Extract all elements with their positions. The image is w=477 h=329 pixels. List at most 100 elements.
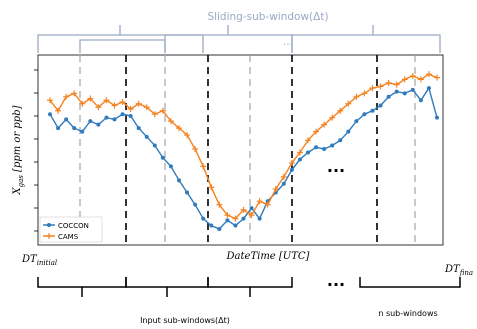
coccon-point (306, 150, 310, 155)
coccon-point (88, 119, 93, 124)
cams-point (345, 100, 352, 107)
coccon-point (120, 112, 125, 117)
cams-point (200, 163, 207, 170)
coccon-point (128, 113, 133, 118)
cams-point (288, 159, 295, 166)
legend-cams-marker (46, 233, 52, 239)
input-subwindows-label: Input sub-windows(Δt) (140, 316, 230, 325)
cams-point (337, 107, 344, 114)
coccon-point (160, 155, 165, 160)
cams-point (272, 186, 279, 193)
cams-point (176, 125, 182, 132)
sliding-bracket-2 (79, 39, 166, 53)
cams-point (47, 97, 53, 104)
cams-point (280, 173, 287, 180)
cams-point (135, 100, 142, 107)
cams-point (425, 71, 432, 78)
coccon-point (112, 117, 117, 122)
title: Sliding-sub-window(Δt) (207, 11, 328, 23)
coccon-point (435, 115, 439, 120)
coccon-point (104, 115, 109, 120)
coccon-point (378, 103, 383, 108)
cams-point (143, 104, 150, 111)
coccon-point (281, 181, 286, 186)
cams-series-line (49, 73, 438, 220)
coccon-point (330, 143, 335, 148)
cams-point (71, 90, 78, 97)
coccon-point (56, 126, 61, 131)
coccon-point (168, 164, 173, 169)
coccon-point (80, 129, 85, 134)
coccon-point (241, 216, 246, 221)
coccon-point (144, 134, 149, 139)
cams-point (313, 128, 320, 135)
coccon-point (394, 89, 399, 94)
sliding-bracket-1 (37, 34, 204, 53)
cams-point (208, 184, 215, 191)
coccon-point (354, 119, 359, 124)
coccon-point (209, 223, 214, 228)
coccon-point (233, 223, 238, 228)
n-brace (359, 277, 461, 288)
coccon-point (314, 145, 319, 150)
sliding-bracket-3 (164, 34, 293, 53)
cams-point (409, 72, 416, 79)
cams-point (184, 132, 191, 139)
coccon-point (64, 117, 69, 122)
cams-point (377, 83, 384, 90)
coccon-point (72, 126, 77, 131)
cams-point (119, 99, 126, 106)
cams-point (232, 215, 239, 222)
cams-point (353, 93, 360, 100)
coccon-point (257, 216, 262, 221)
bottom-dots: ... (327, 271, 345, 290)
coccon-point (96, 122, 101, 127)
cams-point (321, 121, 328, 128)
sliding-dividers (79, 55, 416, 245)
coccon-point (297, 157, 302, 162)
cams-point (55, 107, 62, 114)
cams-point (401, 76, 408, 83)
coccon-point (386, 94, 391, 99)
cams-point (95, 104, 102, 111)
bottom-braces (37, 277, 461, 297)
legend-cams-label: CAMS (58, 233, 79, 241)
cams-point (256, 198, 263, 205)
cams-point (248, 212, 255, 219)
cams-point (103, 97, 110, 104)
cams-point (369, 85, 376, 92)
input-brace-1 (37, 277, 127, 288)
cams-point (264, 201, 271, 208)
input-brace-3 (207, 277, 293, 288)
coccon-point (201, 216, 206, 221)
cams-point (240, 206, 247, 213)
x-end-label: DTfina (444, 264, 473, 277)
cams-point (87, 95, 94, 102)
series-layer (47, 71, 440, 232)
cams-point (296, 149, 303, 156)
coccon-point (338, 138, 343, 143)
coccon-point (370, 108, 375, 113)
cams-point (434, 74, 440, 81)
cams-point (192, 146, 199, 152)
cams-point (393, 81, 400, 88)
legend-coccon-label: COCCON (58, 222, 89, 230)
legend-box (39, 216, 103, 243)
n-subwindows-label: n sub-windows (378, 309, 437, 318)
coccon-point (177, 178, 181, 183)
coccon-point (402, 91, 407, 96)
input-dividers (125, 55, 378, 245)
coccon-point (193, 202, 198, 207)
coccon-point (249, 206, 254, 211)
cams-point (167, 118, 174, 125)
legend: COCCON CAMS (39, 216, 103, 243)
cams-point (159, 107, 166, 114)
coccon-point (418, 98, 423, 103)
coccon-point (426, 86, 431, 91)
sliding-brackets (37, 25, 441, 53)
coccon-point (152, 143, 157, 148)
sliding-bracket-4 (291, 34, 441, 53)
coccon-point (185, 190, 190, 195)
cams-point (361, 90, 368, 97)
